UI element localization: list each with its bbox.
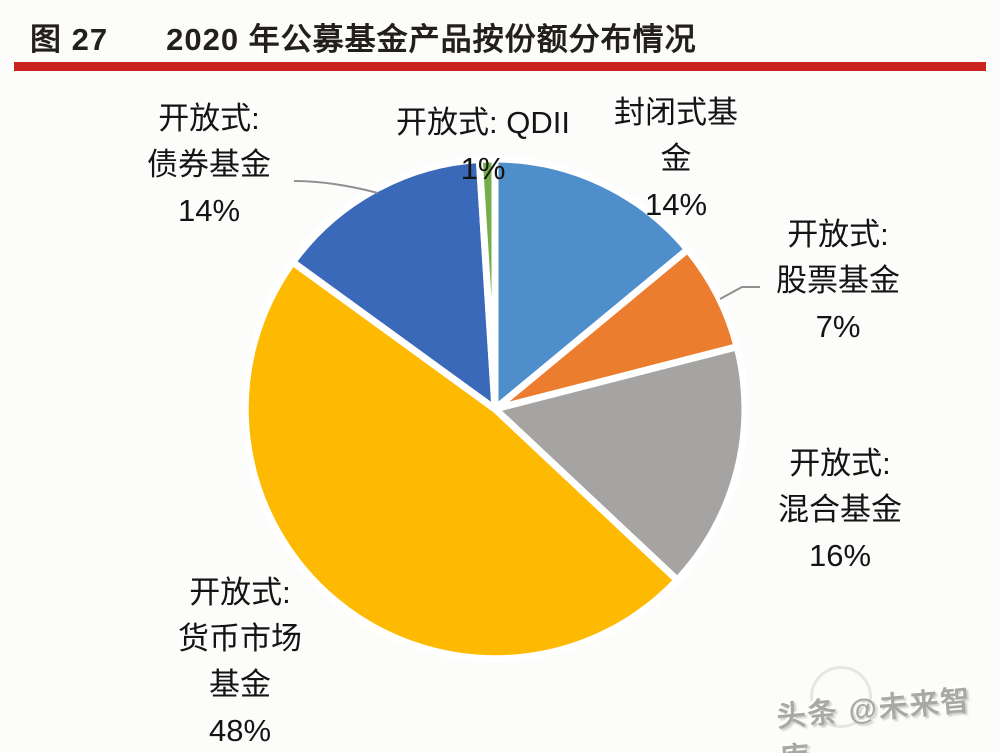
pie-slice-6	[475, 155, 499, 410]
label-open-bond-fund: 开放式: 债券基金 14%	[147, 101, 271, 228]
figure-title-text: 2020 年公募基金产品按份额分布情况	[166, 22, 697, 57]
title-underline-rule	[14, 62, 986, 71]
figure-title: 图 27 2020 年公募基金产品按份额分布情况	[30, 14, 697, 59]
pie-slice-3	[487, 342, 749, 586]
label-open-hybrid-fund: 开放式: 混合基金 16%	[778, 446, 902, 573]
label-open-money-market-fund: 开放式: 货币市场 基金 48%	[178, 575, 302, 748]
figure-number: 图 27	[30, 22, 109, 57]
leader-line-equity-fund	[719, 286, 760, 300]
leader-line-bond-fund	[293, 180, 379, 194]
pie-slice-5	[287, 155, 499, 417]
pie-slice-4	[241, 257, 683, 663]
label-open-qdii-fund: 开放式: QDII 1%	[396, 105, 570, 186]
label-closed-end-fund: 封闭式基 金 14%	[614, 95, 738, 222]
label-open-equity-fund: 开放式: 股票基金 7%	[776, 217, 900, 344]
pie-slice-1	[491, 155, 693, 417]
watermark-logo-ring	[810, 666, 872, 728]
pie-slices-group	[241, 155, 749, 663]
